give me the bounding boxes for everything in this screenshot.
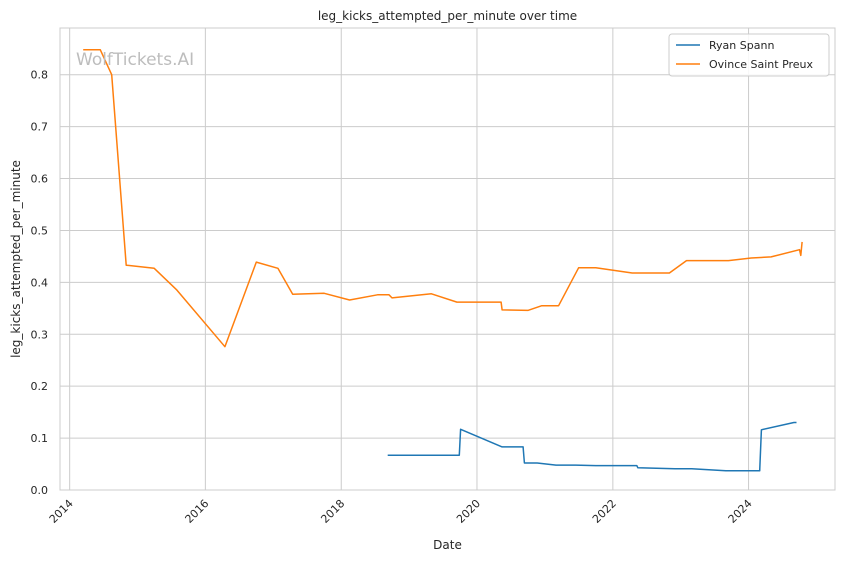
series-layer	[83, 49, 803, 472]
grid-layer	[60, 28, 835, 491]
series-line-ovince-saint-preux	[83, 49, 803, 348]
series-line-ryan-spann	[387, 421, 797, 472]
y-tick-label: 0.6	[31, 173, 49, 186]
y-tick-label: 0.0	[31, 484, 49, 497]
x-tick-label: 2022	[590, 497, 619, 526]
y-tick-label: 0.3	[31, 328, 49, 341]
y-tick-label: 0.4	[31, 276, 49, 289]
x-axis-title: Date	[433, 538, 462, 552]
y-tick-label: 0.1	[31, 432, 49, 445]
watermark: WolfTickets.AI	[76, 50, 194, 70]
y-tick-label: 0.8	[31, 69, 49, 82]
y-axis-title: leg_kicks_attempted_per_minute	[9, 160, 23, 358]
x-tick-label: 2020	[454, 497, 483, 526]
plot-area	[59, 27, 836, 491]
x-tick-label: 2024	[726, 497, 755, 526]
legend-box	[668, 33, 830, 77]
y-tick-label: 0.5	[31, 224, 49, 237]
x-tick-label: 2014	[47, 497, 76, 526]
y-tick-label: 0.7	[31, 121, 49, 134]
x-tick-label: 2016	[183, 497, 212, 526]
legend: Ryan Spann Ovince Saint Preux	[668, 33, 830, 77]
legend-label-ovince-saint-preux: Ovince Saint Preux	[709, 58, 814, 71]
x-tick-label: 2018	[318, 497, 347, 526]
y-tick-label: 0.2	[31, 380, 49, 393]
legend-label-ryan-spann: Ryan Spann	[709, 39, 774, 52]
chart-title: leg_kicks_attempted_per_minute over time	[318, 9, 577, 23]
